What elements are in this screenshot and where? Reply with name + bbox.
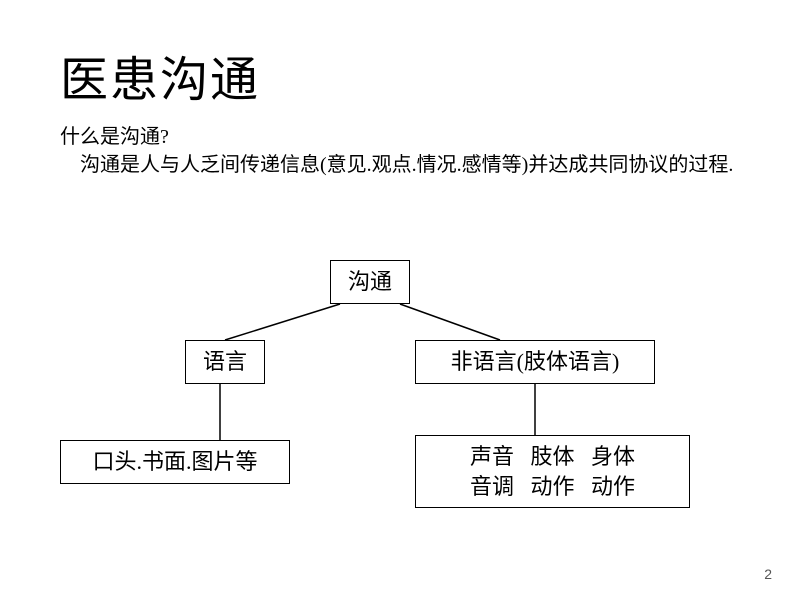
diagram-node-nonleaf: 声音 肢体 身体 音调 动作 动作: [415, 435, 690, 508]
diagram-node-langleaf: 口头.书面.图片等: [60, 440, 290, 484]
diagram-node-root: 沟通: [330, 260, 410, 304]
diagram-node-lang: 语言: [185, 340, 265, 384]
slide-title: 医患沟通: [60, 40, 260, 110]
definition-text: 沟通是人与人乏间传递信息(意见.观点.情况.感情等)并达成共同协议的过程.: [80, 150, 740, 181]
page-number: 2: [764, 566, 772, 582]
diagram-node-nonlang: 非语言(肢体语言): [415, 340, 655, 384]
question-text: 什么是沟通?: [60, 120, 169, 149]
